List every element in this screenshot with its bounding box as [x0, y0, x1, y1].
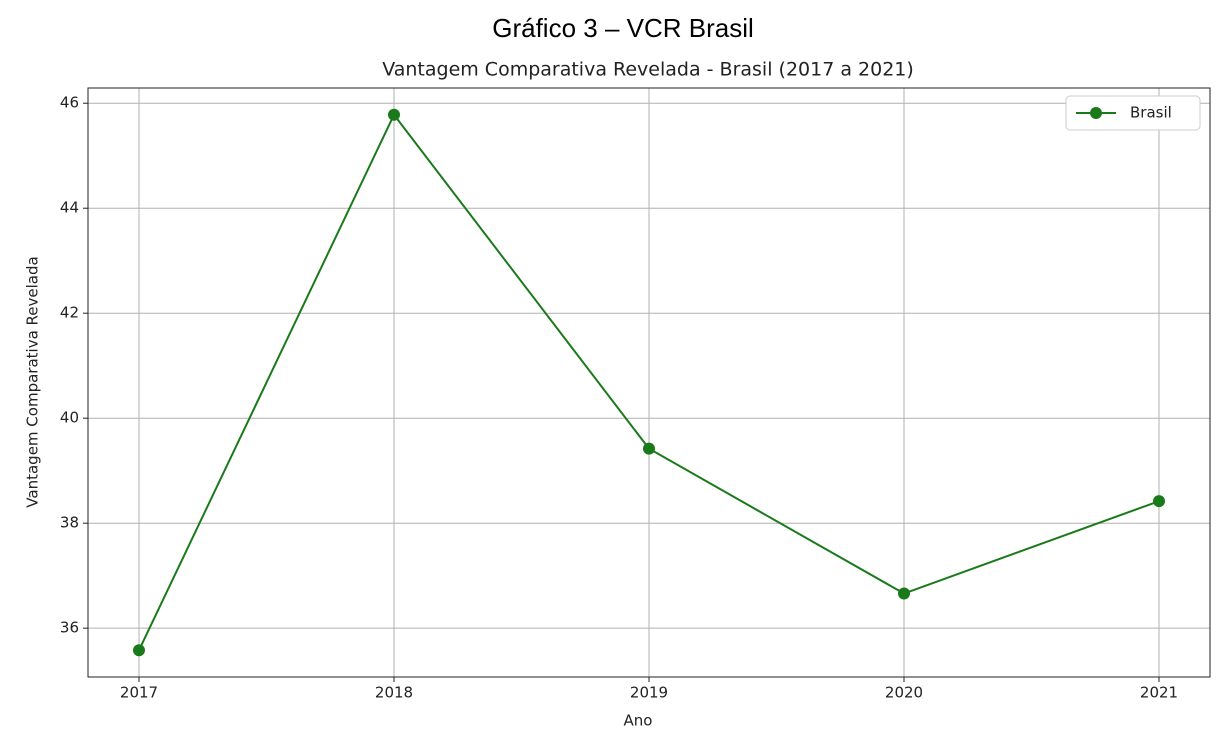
- figure-caption: Gráfico 3 – VCR Brasil: [492, 13, 754, 43]
- data-point: [643, 442, 655, 455]
- y-tick-label: 46: [60, 94, 79, 112]
- x-tick-label: 2018: [375, 684, 413, 702]
- plot-frame: [87, 87, 1211, 678]
- y-tick-label: 44: [60, 199, 79, 217]
- x-tick-label: 2020: [885, 684, 923, 702]
- x-tick-label: 2021: [1140, 684, 1178, 702]
- y-tick-label: 42: [60, 304, 79, 322]
- legend-box: [1065, 95, 1201, 131]
- data-point: [898, 587, 910, 600]
- chart-title: Vantagem Comparativa Revelada - Brasil (…: [382, 59, 914, 81]
- data-point: [133, 644, 145, 657]
- x-axis-label: Ano: [624, 712, 653, 730]
- x-tick-label: 2019: [630, 684, 668, 702]
- y-axis-label: Vantagem Comparativa Revelada: [24, 256, 42, 507]
- data-point: [1153, 495, 1165, 508]
- legend: Brasil: [1065, 95, 1201, 131]
- legend-label: Brasil: [1130, 104, 1172, 122]
- data-point: [388, 108, 400, 121]
- y-tick-label: 36: [60, 619, 79, 637]
- legend-marker: [1090, 107, 1102, 119]
- y-tick-label: 38: [60, 514, 79, 532]
- y-tick-label: 40: [60, 409, 79, 427]
- x-tick-label: 2017: [120, 684, 158, 702]
